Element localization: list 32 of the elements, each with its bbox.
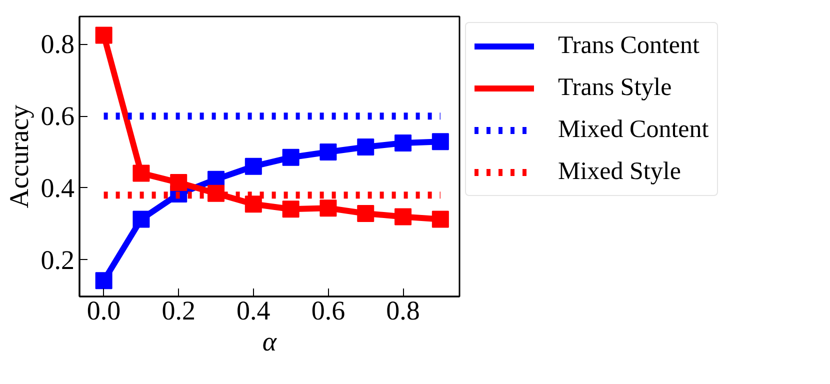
x-tick-label: 0.6 [311,296,346,326]
point [320,144,337,161]
point [132,164,150,182]
x-tick-label: 0.2 [162,296,196,326]
point [282,200,300,218]
y-tick-label: 0.4 [40,172,75,203]
point [132,210,150,228]
x-axis-title: α [262,326,278,356]
point [170,174,188,192]
point [95,26,112,44]
y-tick-label: 0.8 [40,29,74,60]
legend-label: Trans Style [558,74,672,102]
point [432,133,449,150]
point [244,196,262,213]
x-tick-label: 0.8 [386,296,420,326]
x-tick-label: 0.0 [86,296,121,326]
legend-label: Mixed Content [558,116,709,144]
y-axis-title: Accuracy [4,104,34,208]
point [394,134,412,152]
point [357,138,374,156]
point [95,272,112,290]
y-tick-label: 0.2 [40,244,74,275]
legend-label: Trans Content [558,32,700,60]
y-tick-label: 0.6 [40,101,74,132]
x-tick-label: 0.4 [236,296,271,326]
point [282,148,300,166]
point [244,158,262,175]
point [394,208,412,226]
legend-label: Mixed Style [558,158,681,186]
point [320,200,337,217]
point [357,204,374,222]
point [432,210,449,228]
